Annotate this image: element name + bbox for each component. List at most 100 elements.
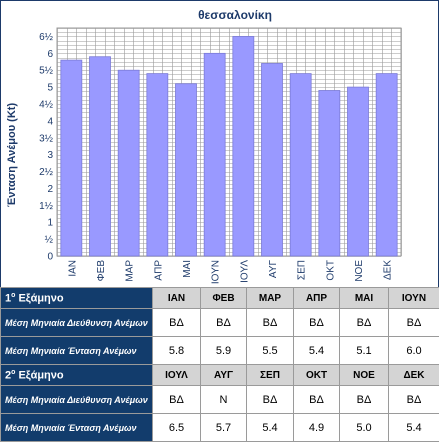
bar (375, 73, 398, 257)
direction-cell: ΒΔ (339, 385, 389, 414)
y-tick-label: 2½ (39, 167, 54, 178)
semester2-sup: ο (11, 368, 16, 376)
direction-cell: ΒΔ (388, 385, 439, 414)
intensity-cell: 5.1 (339, 336, 389, 365)
y-tick-label: 1½ (39, 201, 54, 212)
y-tick-label: 3½ (39, 133, 54, 144)
x-tick-label: ΣΕΠ (297, 260, 308, 280)
chart-title: θεσσαλονίκη (198, 8, 272, 22)
bar (261, 63, 283, 257)
month-header: ΔΕΚ (388, 364, 439, 386)
y-tick-label: 5 (47, 83, 53, 94)
semester1-intensity-row: Μέση Μηνιαία Ένταση Ανέμων 5.8 5.9 5.5 5… (0, 336, 439, 365)
month-header: ΑΥΓ (200, 364, 247, 386)
semester2-rest: Εξάμηνο (15, 369, 64, 382)
direction-cell: ΒΔ (152, 308, 201, 337)
intensity-cell: 5.7 (200, 413, 247, 442)
y-tick-label: 6 (47, 49, 53, 60)
direction-cell: ΒΔ (246, 385, 294, 414)
direction-cell: Ν (200, 385, 247, 414)
month-header: ΣΕΠ (246, 364, 294, 386)
direction-cell: ΒΔ (293, 385, 340, 414)
x-tick-label: ΜΑΙ (182, 260, 193, 278)
x-tick-label: ΙΟΥΛ (239, 260, 250, 283)
y-tick-label: 1 (47, 218, 53, 229)
semester1-direction-row: Μέση Μηνιαία Διεύθυνση Ανέμων ΒΔ ΒΔ ΒΔ Β… (0, 308, 439, 337)
semester1-num: 1 (5, 292, 12, 305)
semester1-label: 1ο Εξάμηνο (0, 287, 153, 309)
bar (232, 36, 255, 257)
month-header: ΟΚΤ (293, 364, 340, 386)
y-tick-labels: 0 ½ 1 1½ 2 2½ 3 3½ 4 4½ 5 5½ 6 6½ (39, 32, 54, 263)
x-tick-label: ΙΟΥΝ (211, 260, 222, 284)
bar (203, 52, 226, 257)
month-header: ΜΑΙ (339, 287, 389, 309)
bar (289, 73, 312, 257)
direction-row-label: Μέση Μηνιαία Διεύθυνση Ανέμων (0, 385, 153, 414)
bar (318, 90, 341, 257)
intensity-cell: 5.9 (200, 336, 247, 365)
intensity-cell: 5.0 (339, 413, 389, 442)
bar (60, 59, 83, 257)
direction-cell: ΒΔ (246, 308, 294, 337)
wind-stats-table: 1ο Εξάμηνο ΙΑΝ ΦΕΒ ΜΑΡ ΑΠΡ ΜΑΙ ΙΟΥΝ Μέση… (0, 287, 439, 442)
month-header: ΝΟΕ (339, 364, 389, 386)
month-header: ΦΕΒ (200, 287, 247, 309)
chart-panel: θεσσαλονίκη 0 ½ 1 1½ 2 2½ 3 3½ 4 4½ 5 5½ 6 6½ ΙΑΝ ΦΕΒ Μ… (0, 0, 439, 288)
x-tick-label: ΜΑΡ (125, 260, 136, 282)
bar (146, 73, 169, 257)
intensity-row-label: Μέση Μηνιαία Ένταση Ανέμων (0, 336, 153, 365)
bar-chart: θεσσαλονίκη 0 ½ 1 1½ 2 2½ 3 3½ 4 4½ 5 5½ 6 6½ ΙΑΝ ΦΕΒ Μ… (6, 8, 402, 285)
direction-cell: ΒΔ (200, 308, 247, 337)
semester2-num: 2 (5, 369, 12, 382)
x-tick-labels: ΙΑΝ ΦΕΒ ΜΑΡ ΑΠΡ ΜΑΙ ΙΟΥΝ ΙΟΥΛ ΑΥΓ ΣΕΠ ΟΚΤ ΝΟΕ ΔΕΚ (67, 260, 393, 285)
semester1-rest: Εξάμηνο (15, 292, 64, 305)
month-header: ΙΑΝ (152, 287, 201, 309)
semester1-header-row: 1ο Εξάμηνο ΙΑΝ ΦΕΒ ΜΑΡ ΑΠΡ ΜΑΙ ΙΟΥΝ (0, 287, 439, 309)
x-tick-label: ΑΠΡ (153, 260, 164, 281)
y-tick-label: 2 (47, 184, 53, 195)
intensity-cell: 5.4 (246, 413, 294, 442)
month-header: ΙΟΥΛ (152, 364, 201, 386)
direction-cell: ΒΔ (388, 308, 439, 337)
grid-lines (56, 27, 402, 257)
intensity-cell: 5.5 (246, 336, 294, 365)
direction-cell: ΒΔ (293, 308, 340, 337)
intensity-cell: 4.9 (293, 413, 340, 442)
y-tick-label: 3 (47, 150, 53, 161)
bar (175, 83, 197, 257)
semester2-label: 2ο Εξάμηνο (0, 364, 153, 386)
y-tick-label: 5½ (39, 66, 54, 77)
intensity-cell: 5.8 (152, 336, 201, 365)
y-tick-label: 4½ (39, 100, 54, 111)
bar (117, 69, 140, 257)
y-tick-label: ½ (45, 235, 54, 246)
y-tick-label: 4 (47, 116, 53, 127)
x-tick-label: ΝΟΕ (354, 260, 365, 282)
bar (347, 86, 369, 257)
intensity-cell: 5.4 (293, 336, 340, 365)
x-tick-label: ΟΚΤ (325, 260, 336, 281)
month-header: ΑΠΡ (293, 287, 340, 309)
month-header: ΜΑΡ (246, 287, 294, 309)
intensity-cell: 6.0 (388, 336, 439, 365)
semester2-intensity-row: Μέση Μηνιαία Ένταση Ανέμων 6.5 5.7 5.4 4… (0, 413, 439, 442)
direction-cell: ΒΔ (339, 308, 389, 337)
x-tick-label: ΔΕΚ (383, 260, 394, 280)
y-axis-label: Ένταση Ανέμου (Kt) (6, 103, 18, 208)
x-tick-label: ΑΥΓ (268, 260, 279, 279)
bars (60, 36, 398, 257)
semester2-header-row: 2ο Εξάμηνο ΙΟΥΛ ΑΥΓ ΣΕΠ ΟΚΤ ΝΟΕ ΔΕΚ (0, 364, 439, 386)
y-tick-label: 0 (47, 252, 53, 263)
intensity-cell: 5.4 (388, 413, 439, 442)
bar (89, 56, 111, 257)
semester1-sup: ο (11, 291, 16, 299)
x-tick-label: ΙΑΝ (67, 260, 78, 277)
intensity-row-label: Μέση Μηνιαία Ένταση Ανέμων (0, 413, 153, 442)
semester2-direction-row: Μέση Μηνιαία Διεύθυνση Ανέμων ΒΔ Ν ΒΔ ΒΔ… (0, 385, 439, 414)
x-tick-label: ΦΕΒ (96, 260, 107, 282)
y-tick-label: 6½ (39, 32, 54, 43)
intensity-cell: 6.5 (152, 413, 201, 442)
direction-row-label: Μέση Μηνιαία Διεύθυνση Ανέμων (0, 308, 153, 337)
month-header: ΙΟΥΝ (388, 287, 439, 309)
